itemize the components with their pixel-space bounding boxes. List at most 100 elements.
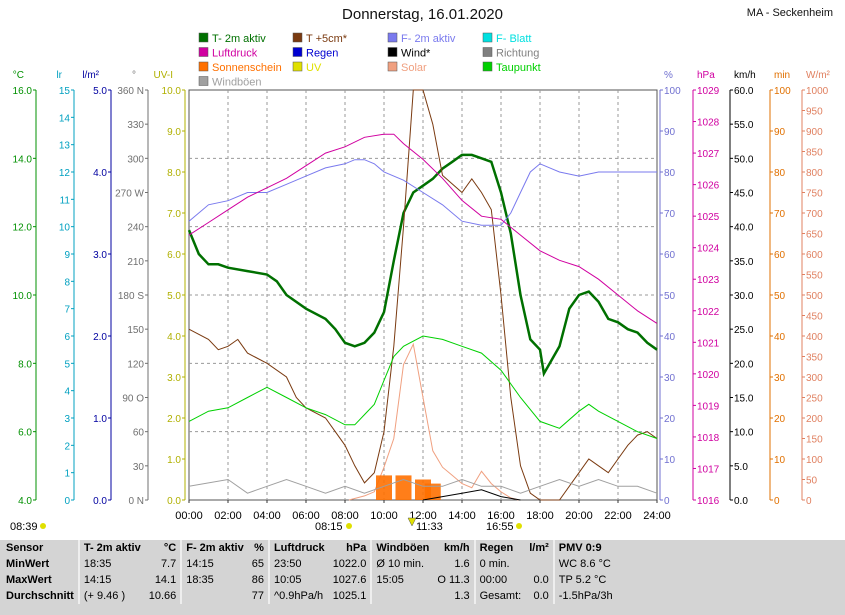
tick-label: 50 [664,291,676,302]
table-cell [525,556,554,572]
x-tick-label: 12:00 [409,510,437,522]
table-cell: 23:50 [267,556,329,572]
tick-label: 7.0 [167,209,181,220]
axis-unit: % [664,70,673,81]
table-cell [180,588,248,604]
legend-swatch [198,61,209,72]
tick-label: 360 N [117,86,144,97]
tick-label: 1021 [697,338,720,349]
table-cell: 1.3 [454,590,470,602]
chart-series [187,89,658,501]
tick-label: 90 O [122,394,144,405]
legend-swatch [198,32,209,43]
table-cell: 65 [251,558,264,570]
tick-label: 350 [806,353,823,364]
tick-label: 40 [774,332,786,343]
x-tick-label: 24:00 [643,510,671,522]
y-axis-8: km/h 60.0 55.0 50.0 45.0 40.0 35.0 30.0 25.0 20.0… [729,70,756,507]
tick-label: 5.0 [167,291,181,302]
tick-label: 10 [59,223,71,234]
tick-label: 1024 [697,244,720,255]
sun-events: 08:39 08:15 11:33 16:55 [10,517,522,533]
tick-label: 1022 [697,307,720,318]
tick-label: 0 [64,496,70,507]
table-cell: O 11.3 [437,574,470,586]
tick-label: 750 [806,189,823,200]
x-tick-label: 18:00 [526,510,554,522]
table-cell: ^0.9hPa/h [267,588,329,604]
table-row: Durchschnitt (+ 9.46 ) 10.66 77 ^0.9hPa/… [2,588,617,604]
tick-label: 650 [806,230,823,241]
tick-label: 8.0 [18,359,32,370]
tick-label: 0.0 [734,496,748,507]
series-luftdruck [188,133,658,324]
tick-label: 50 [806,476,818,487]
legend-swatch [292,47,303,57]
col-rain: Regen [473,540,526,556]
sun-icon [516,523,522,529]
legend-label: F- 2m aktiv [401,33,456,45]
tick-label: 5.0 [734,462,748,473]
table-cell: 14.1 [154,574,177,586]
tick-label: 7 [64,305,70,316]
axis-unit: °C [13,70,24,81]
tick-label: 800 [806,168,823,179]
tick-label: 10 [664,455,676,466]
col-press-unit: hPa [346,542,367,554]
tick-label: 8 [64,277,70,288]
table-cell: (+ 9.46 ) [77,588,145,604]
y-axis-10: W/m²100095090085080075070065060055050045… [801,70,831,507]
table-cell: 15:05 [370,572,434,588]
axis-unit: UV-I [154,70,173,81]
legend-label: T +5cm* [306,33,348,45]
tick-label: 10.0 [734,428,754,439]
table-cell: 00:00 [473,572,526,588]
tick-label: 14.0 [13,154,33,165]
legend-label: Windböen [212,77,262,89]
tick-label: 1027 [697,149,720,160]
tick-label: 6.0 [167,250,181,261]
table-cell: 10.66 [148,590,177,602]
series-t-5cm [188,89,658,501]
tick-label: 1.0 [93,414,107,425]
table-cell: 7.7 [160,558,177,570]
tick-label: 2.0 [167,414,181,425]
tick-label: 10.0 [162,86,182,97]
tick-label: 180 S [118,291,144,302]
legend-label: F- Blatt [496,33,531,45]
tick-label: 5.0 [93,86,107,97]
sun-icon [40,523,46,529]
table-cell: 14:15 [180,556,248,572]
tick-label: 330 [127,120,144,131]
axis-unit: ° [132,70,136,81]
table-cell: 1.6 [454,558,470,570]
table-cell: 86 [251,574,264,586]
table-cell [370,588,434,604]
tick-label: 4.0 [18,496,32,507]
tick-label: 0.0 [167,496,181,507]
tick-label: 4.0 [93,168,107,179]
table-cell: -1.5hPa/3h [552,588,617,604]
summary-panel: Sensor T- 2m aktiv °C F- 2m aktiv % Luft… [0,540,845,615]
tick-label: 5 [64,359,70,370]
x-tick-label: 10:00 [370,510,398,522]
axis-unit: W/m² [806,70,831,81]
x-tick-label: 22:00 [604,510,632,522]
row-label: MinWert [6,558,50,570]
tick-label: 1025 [697,212,720,223]
tick-label: 30 [133,462,145,473]
tick-label: 10.0 [13,291,33,302]
tick-label: 40 [664,332,676,343]
tick-label: 300 [806,373,823,384]
legend-label: Regen [306,48,338,60]
tick-label: 20.0 [734,359,754,370]
legend-swatch [292,61,303,72]
col-pmv: PMV 0:9 [552,540,617,556]
tick-label: 55.0 [734,120,754,131]
table-cell: 0.0 [533,590,549,602]
axis-unit: min [774,70,790,81]
tick-label: 90 [664,127,676,138]
legend-swatch [292,32,303,43]
table-cell: 18:35 [180,572,248,588]
